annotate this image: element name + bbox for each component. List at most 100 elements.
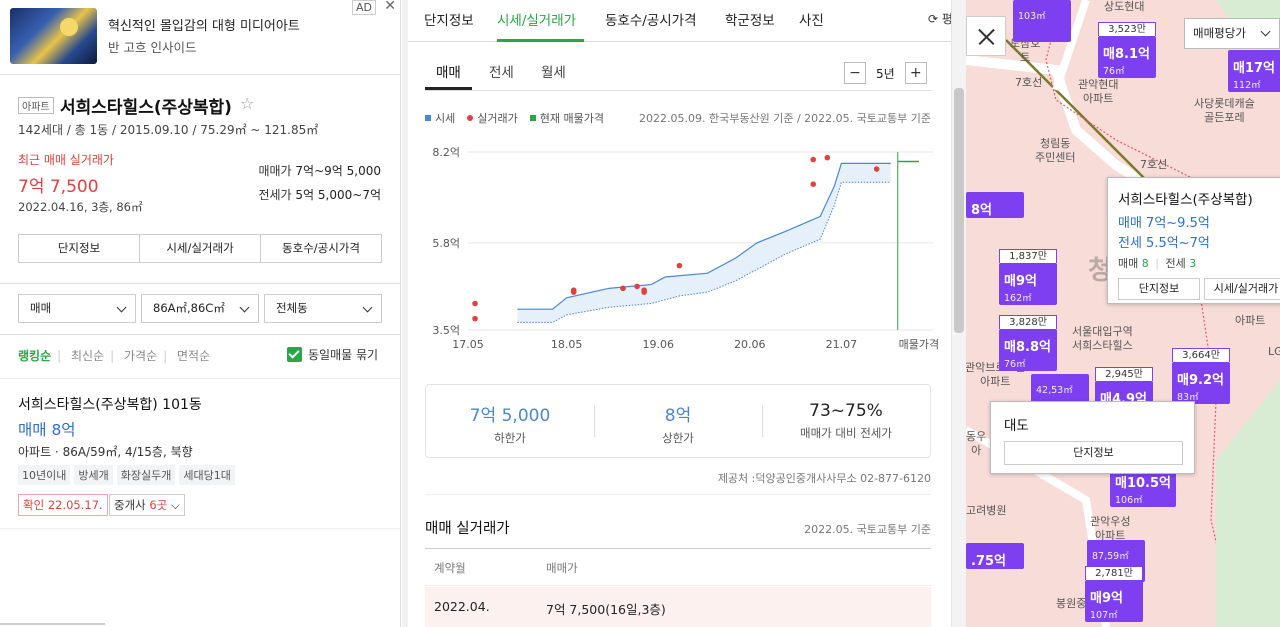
marker-area: 76㎡ [1004,359,1026,370]
sale-price-range: 매매가 7억~9억 5,000 [258,162,381,179]
legend-transaction: 실거래가 [467,110,518,126]
close-panel-icon[interactable] [966,16,1006,56]
active-tab-indicator [497,39,584,42]
subtab-monthly[interactable]: 월세 [541,65,566,81]
transaction-point [472,315,478,322]
listing-tag: 세대당1대 [179,465,235,485]
tab-complex-info[interactable]: 단지정보 [424,13,474,29]
map-price-marker[interactable]: 3,664만 매9.2억 83㎡ [1172,348,1230,404]
table-row[interactable]: 2022.04. 7억 7,500(16일,3층) [425,587,931,627]
listing-tag: 화장실두개 [116,465,176,485]
broker-prefix: 중개사 [114,498,150,512]
dong-select[interactable]: 전체동 [264,294,382,323]
section-title: 매매 실거래가 [425,521,510,537]
map-price-marker[interactable]: 1,837만 매9억 162㎡ [999,249,1057,305]
period-plus-button[interactable]: + [904,62,927,84]
marker-price: 매10.5억 [1115,476,1171,491]
complex-info-button[interactable]: 단지정보 [19,235,140,262]
unit-price-button[interactable]: 동호수/공시가격 [282,241,360,255]
tab-school[interactable]: 학군정보 [725,13,775,29]
divider [425,90,931,91]
price-history-button[interactable]: 시세/실거래가 [140,235,261,262]
summary-low-value: 7억 5,000 [469,406,551,426]
jeonse-price-value: 5억 5,000~7억 [295,188,381,202]
daedo-info-button[interactable]: 단지정보 [1004,441,1183,465]
price-type-select[interactable]: 매매평당가 [1184,18,1280,49]
marker-area: 103㎡ [1018,11,1046,22]
subtab-sale[interactable]: 매매 [436,65,461,81]
daedo-name[interactable]: 대도 [1004,418,1029,434]
popup-price-button[interactable]: 시세/실거래가 [1204,278,1280,300]
chart-legend: 시세 실거래가 현재 매물가격 [425,110,604,126]
map-price-marker[interactable]: 3,523만 매8.1억 76㎡ [1098,22,1156,78]
period-minus-button[interactable]: − [844,62,866,84]
popup-info-button[interactable]: 단지정보 [1118,278,1200,300]
marker-unit-price: 2,781만 [1085,566,1143,580]
active-subtab-indicator [425,87,472,90]
sort-latest[interactable]: 최신순 [71,349,105,363]
sort-ranking[interactable]: 랭킹순 [18,349,52,363]
subtab-jeonse[interactable]: 전세 [489,65,514,81]
x-tick-label: 20.06 [734,338,766,351]
complex-name: 서희스타힐스(주상복합) [60,98,232,118]
map-place-label: 청림동 주민센터 [1035,137,1076,164]
period-label: 5년 [876,66,895,81]
summary-low-label: 하한가 [494,431,526,445]
map-place-label: LG [1268,345,1280,358]
map-price-marker[interactable]: 103㎡ [1013,0,1071,42]
ad-close-icon[interactable]: ✕ [384,0,396,14]
confirm-date-badge: 확인 22.05.17. [18,494,108,516]
jeonse-price-key: 전세가 [258,188,292,202]
summary-high-label: 상한가 [662,431,694,445]
x-tick-label: 매물가격 [899,338,938,351]
marker-area: 87,59㎡ [1092,551,1129,562]
trade-type-select[interactable]: 매매 [18,294,136,323]
scrollbar-thumb[interactable] [954,88,964,333]
tab-unit-price[interactable]: 동호수/공시가격 [605,13,697,29]
ad-title[interactable]: 혁신적인 몰입감의 대형 미디어아트 [108,19,300,34]
map-place-label: 고려병원 [966,504,1007,517]
marker-unit-price: 3,664만 [1172,348,1230,362]
y-tick-label: 8.2억 [432,146,460,159]
map-price-marker[interactable]: 8억 [966,192,1024,218]
map-price-marker[interactable]: 매17억 112㎡ [1228,50,1280,92]
period-control: − 5년 + [844,62,927,84]
map-price-marker[interactable]: 2,781만 매9억 107㎡ [1085,566,1143,622]
complex-panel: 혁신적인 몰입감의 대형 미디어아트 반 고흐 인사이드 AD ✕ 아파트 서희… [0,0,401,627]
section-source: 2022.05. 국토교통부 기준 [804,523,931,536]
refresh-button[interactable]: ⟳ 평 [928,10,953,27]
map-place-label: 동우 아 [966,430,987,457]
ad-thumbnail[interactable] [10,8,97,64]
sort-price[interactable]: 가격순 [124,349,158,363]
transaction-point [824,154,831,161]
map-place-label: 관악현대 아파트 [1078,78,1119,105]
ad-subtitle[interactable]: 반 고흐 인사이드 [108,40,197,55]
complex-type-badge: 아파트 [18,97,54,114]
map-place-label: 사당롯데캐슬 골든포레 [1194,97,1255,124]
listing-title[interactable]: 서희스타힐스(주상복합) 101동 [18,397,202,413]
divider [0,378,400,379]
complex-meta: 142세대 / 총 1동 / 2015.09.10 / 75.29㎡ ~ 121… [18,123,319,137]
scrollbar[interactable] [951,0,966,627]
broker-count-button[interactable]: 중개사 6곳 ⌵ [109,494,185,516]
map-price-marker[interactable]: .75억 [966,543,1024,569]
marker-price: .75억 [971,554,1006,569]
tab-photo[interactable]: 사진 [799,13,824,29]
group-checkbox-icon[interactable] [287,347,302,362]
map-place-label: 아파트 [1235,314,1266,327]
sort-area[interactable]: 면적순 [177,349,211,363]
marker-area: 76㎡ [1103,66,1125,77]
detail-tabs: 단지정보 시세/실거래가 동호수/공시가격 학군정보 사진 [408,0,951,42]
map-price-marker[interactable]: 3,828만 매8.8억 76㎡ [999,315,1057,371]
popup-counts: 매매 8 | 전세 3 [1118,257,1197,270]
area-select[interactable]: 86A㎡,86C㎡ [141,294,259,323]
transaction-point [810,156,817,163]
ad-banner[interactable]: 혁신적인 몰입감의 대형 미디어아트 반 고흐 인사이드 AD ✕ [0,0,400,75]
popup-name[interactable]: 서희스타힐스(주상복합) [1118,192,1253,208]
group-same-listing[interactable]: 동일매물 묶기 [287,346,378,363]
summary-low: 7억 5,000 하한가 [426,385,594,457]
tab-price[interactable]: 시세/실거래가 [497,13,577,29]
favorite-star-icon[interactable]: ☆ [240,94,255,113]
